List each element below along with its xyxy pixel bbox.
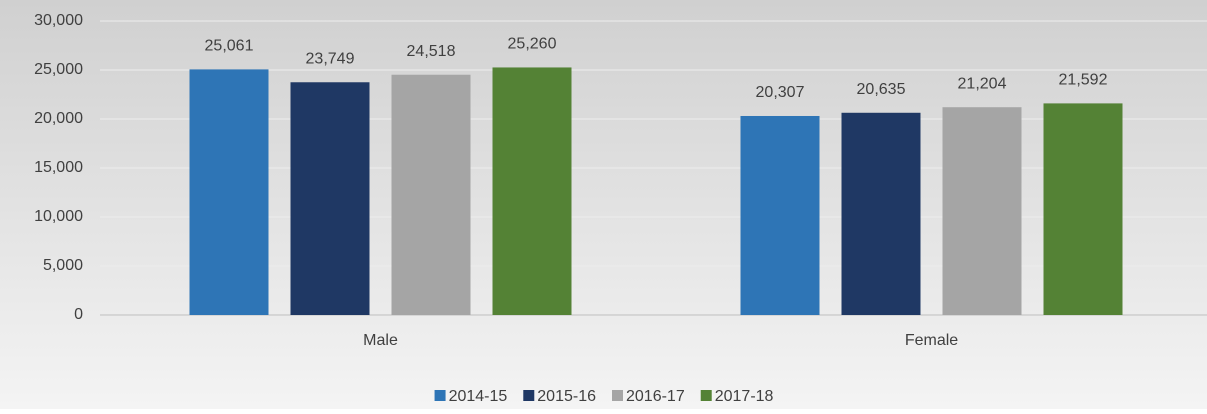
y-tick-label: 10,000 xyxy=(34,208,83,225)
x-tick-label: Female xyxy=(905,332,958,349)
data-label: 25,260 xyxy=(508,36,557,53)
bar xyxy=(290,82,370,316)
legend-label: 2017-18 xyxy=(715,388,774,405)
y-tick-label: 15,000 xyxy=(34,159,83,176)
bar xyxy=(492,67,572,316)
legend-swatch xyxy=(612,390,623,401)
bar xyxy=(740,115,820,316)
data-label: 21,204 xyxy=(958,75,1007,92)
data-label: 21,592 xyxy=(1059,72,1108,89)
bar xyxy=(391,74,471,315)
legend-label: 2016-17 xyxy=(626,388,685,405)
legend-label: 2014-15 xyxy=(449,388,508,405)
legend-swatch xyxy=(523,390,535,401)
data-label: 20,307 xyxy=(756,84,805,101)
bar xyxy=(841,112,921,315)
x-tick-label: Male xyxy=(363,332,398,349)
data-label: 20,635 xyxy=(857,81,906,98)
y-tick-label: 30,000 xyxy=(34,12,83,29)
y-tick-label: 0 xyxy=(74,306,83,323)
y-tick-label: 5,000 xyxy=(43,257,83,274)
data-label: 25,061 xyxy=(205,38,254,55)
legend-swatch xyxy=(700,390,712,401)
y-tick-label: 25,000 xyxy=(34,61,83,78)
data-label: 23,749 xyxy=(306,50,355,67)
bar xyxy=(1043,103,1123,315)
legend-swatch xyxy=(434,390,446,401)
bar xyxy=(942,107,1022,315)
bar xyxy=(189,69,269,316)
legend-label: 2015-16 xyxy=(537,388,596,405)
data-label: 24,518 xyxy=(407,43,456,60)
y-tick-label: 20,000 xyxy=(34,110,83,127)
